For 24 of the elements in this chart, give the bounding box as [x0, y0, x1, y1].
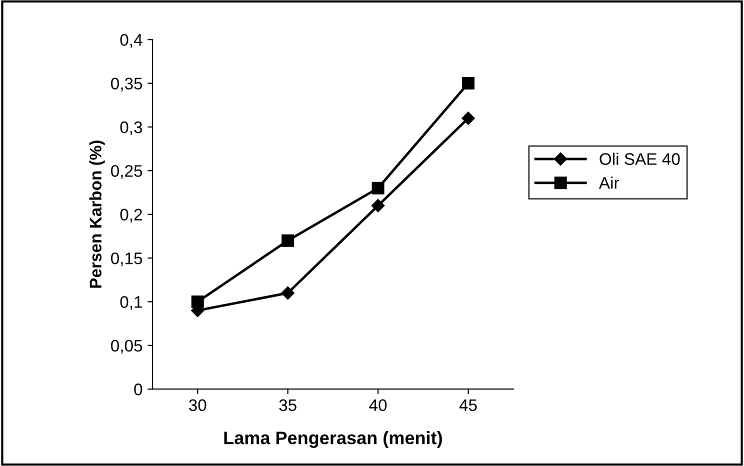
- legend-label: Oli SAE 40: [600, 152, 680, 165]
- point: [462, 77, 475, 90]
- point: [281, 286, 294, 300]
- y-tick-label: 0,1: [120, 296, 142, 310]
- x-axis-title: Lama Pengerasan (menit): [224, 431, 442, 448]
- y-tick-label: 0: [134, 384, 142, 396]
- x-tick-label: 45: [459, 399, 477, 412]
- point: [371, 199, 385, 212]
- y-tick-label: 0,05: [111, 340, 142, 354]
- point: [372, 182, 384, 194]
- point: [282, 234, 294, 247]
- y-tick-label: 0,3: [120, 121, 142, 136]
- point: [462, 112, 475, 125]
- y-tick-label: 0,15: [111, 252, 142, 266]
- y-tick-label: 0,25: [111, 165, 142, 179]
- y-tick-label: 0,35: [111, 78, 142, 92]
- y-tick-label: 0,4: [120, 34, 142, 48]
- point: [191, 295, 204, 308]
- legend-label: Air: [598, 176, 620, 189]
- x-tick-label: 30: [188, 399, 206, 412]
- y-tick-label: 0,2: [120, 208, 142, 223]
- x-tick-label: 40: [369, 399, 387, 412]
- y-axis-title: Persen Karbon (%): [89, 140, 105, 288]
- x-tick-label: 35: [279, 399, 296, 412]
